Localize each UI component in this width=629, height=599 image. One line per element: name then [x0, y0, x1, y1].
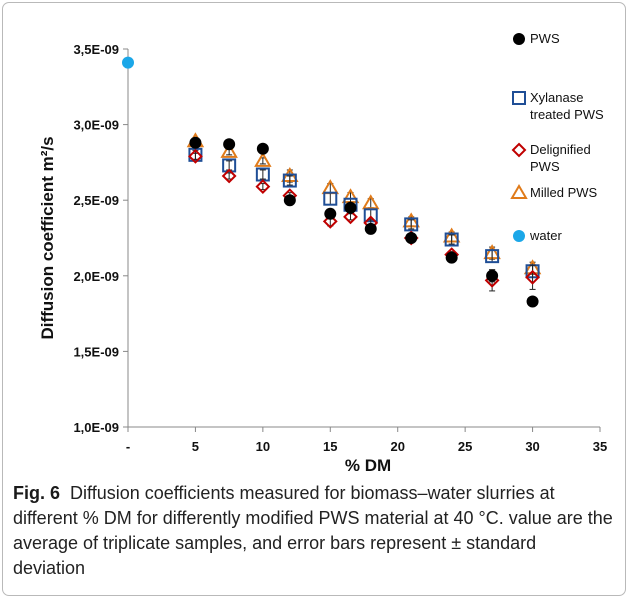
legend-marker-xylanase-treated-pws — [512, 91, 526, 105]
point-pws — [256, 142, 269, 155]
x-tick-label: 10 — [256, 439, 270, 454]
point-delignified-pws — [255, 179, 271, 195]
point-pws — [223, 138, 236, 151]
point-milled-pws — [254, 151, 272, 167]
x-tick-label: 15 — [323, 439, 337, 454]
x-axis-ticks: - 5 10 15 20 25 30 35 — [126, 427, 607, 454]
point-pws — [344, 201, 357, 214]
point-pws — [283, 194, 296, 207]
x-tick-label: 30 — [525, 439, 539, 454]
x-tick-label: - — [126, 439, 130, 454]
y-axis-ticks: 1,0E-09 1,5E-09 2,0E-09 2,5E-09 3,0E-09 3,5E-… — [73, 42, 128, 435]
point-delignified-pws — [322, 213, 338, 229]
point-delignified-pws — [188, 148, 203, 164]
legend-marker-delignified-pws — [511, 142, 527, 158]
legend-label-delignified-pws: Delignified — [530, 142, 591, 157]
point-delignified-pws — [221, 168, 237, 184]
y-axis-title: Diffusion coefficient m²/s — [38, 136, 57, 339]
y-tick-label: 2,5E-09 — [73, 193, 119, 208]
legend-label-water: water — [529, 228, 562, 243]
y-tick-label: 2,0E-09 — [73, 269, 119, 284]
point-xylanase-treated-pws — [323, 191, 338, 206]
y-tick-label: 1,0E-09 — [73, 420, 119, 435]
point-delignified-pws — [525, 269, 540, 285]
x-tick-label: 25 — [458, 439, 472, 454]
point-xylanase-treated-pws — [444, 232, 459, 247]
point-pws — [445, 251, 458, 264]
point-pws — [526, 295, 539, 308]
point-pws — [405, 232, 418, 244]
legend-label-pws: PWS — [530, 31, 560, 46]
chart-axes — [127, 49, 600, 428]
scatter-chart: - 5 10 15 20 25 30 35 1,0E-09 1,5E-09 2,0E-09 2,5E… — [38, 31, 607, 473]
x-tick-label: 5 — [192, 439, 199, 454]
legend-label-xylanase-treated-pws: treated PWS — [530, 107, 604, 122]
point-xylanase-treated-pws — [485, 249, 500, 264]
point-pws — [324, 207, 337, 220]
figure-caption: Fig. 6 Diffusion coefficients measured f… — [13, 481, 613, 581]
point-milled-pws — [362, 194, 380, 210]
point-pws — [486, 269, 499, 282]
figure-label: Fig. 6 — [13, 483, 61, 503]
point-xylanase-treated-pws — [282, 173, 297, 188]
point-delignified-pws — [343, 209, 358, 225]
data-points — [122, 56, 542, 308]
x-axis-title: % DM — [345, 456, 391, 473]
point-water — [122, 56, 134, 69]
legend-label-milled-pws: Milled PWS — [530, 185, 598, 200]
legend-marker-milled-pws — [510, 184, 528, 199]
y-tick-label: 3,5E-09 — [73, 42, 119, 57]
legend-marker-water — [513, 230, 525, 242]
point-xylanase-treated-pws — [222, 158, 237, 173]
legend-marker-pws — [513, 33, 525, 45]
point-xylanase-treated-pws — [188, 147, 203, 162]
point-pws — [189, 136, 202, 149]
point-xylanase-treated-pws — [404, 217, 419, 232]
chart-legend: PWS Xylanase treated PWS Delignified PWS Mill… — [510, 31, 604, 243]
figure-caption-text: Diffusion coefficients measured for biom… — [13, 483, 613, 578]
y-tick-label: 1,5E-09 — [73, 344, 119, 359]
x-tick-label: 20 — [390, 439, 404, 454]
x-tick-label: 35 — [593, 439, 607, 454]
legend-label-xylanase-treated-pws: Xylanase — [530, 90, 583, 105]
legend-label-delignified-pws: PWS — [530, 159, 560, 174]
point-pws — [364, 222, 377, 235]
point-milled-pws — [220, 142, 238, 158]
y-tick-label: 3,0E-09 — [73, 118, 119, 133]
